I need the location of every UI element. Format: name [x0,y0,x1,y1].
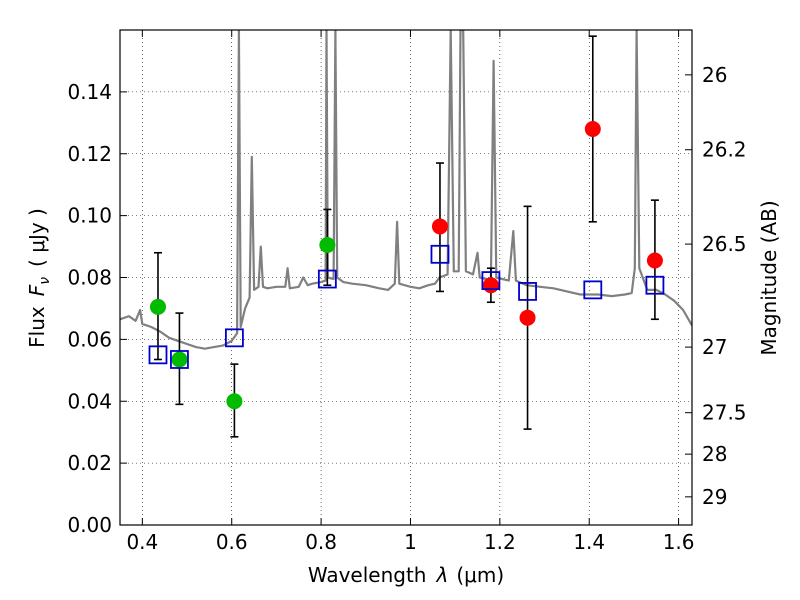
data-markers [148,121,665,410]
square-point-2 [224,328,244,348]
right-magnitude-axis-ticks: 26 26.2 26.5 27 27.5 28 29 [685,63,747,509]
circle-point-0-2 [226,393,243,410]
circle-point-1-3 [584,121,601,137]
y-tick-label-2: 0.04 [67,389,112,413]
x-tick-label-5: 1.4 [573,530,605,554]
square-point-0 [148,345,168,365]
circle-point-1-0 [431,218,448,235]
x-tick-label-6: 1.6 [663,530,695,554]
y-axis-label: FluxFν( μJy ) [25,208,53,348]
y-tick-label-6: 0.12 [67,142,112,166]
y2-tick-label-3: 27 [702,335,727,359]
circle-point-1-1 [482,277,499,294]
y-tick-label-4: 0.08 [67,266,112,290]
square-point-7 [583,280,603,300]
y-tick-label-3: 0.06 [67,327,112,351]
y-tick-label-5: 0.10 [67,204,112,228]
plot-area [120,30,692,525]
x-axis-ticks: 0.4 0.6 0.8 1 1.2 1.4 1.6 [126,30,695,554]
circle-point-0-3 [319,237,336,254]
circle-point-0-0 [149,298,166,315]
x-tick-label-1: 0.6 [216,530,248,554]
y2-tick-label-4: 27.5 [702,401,747,425]
circle-point-1-4 [646,252,663,269]
x-tick-label-0: 0.4 [126,530,158,554]
square-point-5 [481,271,501,290]
circle-point-1-2 [519,309,536,326]
y2-tick-label-5: 28 [702,442,727,466]
y2-tick-label-2: 26.5 [702,232,747,256]
y2-tick-label-6: 29 [702,485,727,509]
model-spectrum [120,30,692,350]
y2-axis-label: Magnitude (AB) [757,200,781,355]
y2-tick-label-0: 26 [702,63,727,87]
x-tick-label-4: 1.2 [484,530,516,554]
model-spectrum-line [120,30,692,350]
square-point-4 [430,244,450,264]
x-tick-label-3: 1 [404,530,417,554]
y-tick-label-1: 0.02 [67,451,112,475]
circle-point-0-1 [171,351,188,368]
square-point-1 [170,350,189,369]
y-tick-label-7: 0.14 [67,80,112,104]
y-axis-ticks: 0.00 0.02 0.04 0.06 0.08 0.10 0.12 0.14 [67,80,127,537]
square-point-6 [518,282,537,301]
square-point-8 [645,275,665,295]
x-axis-label: Wavelength λ (μm) [308,563,504,587]
y2-tick-label-1: 26.2 [702,138,747,162]
x-tick-label-2: 0.8 [305,530,337,554]
square-point-3 [317,269,337,289]
y-tick-label-0: 0.00 [67,513,112,537]
